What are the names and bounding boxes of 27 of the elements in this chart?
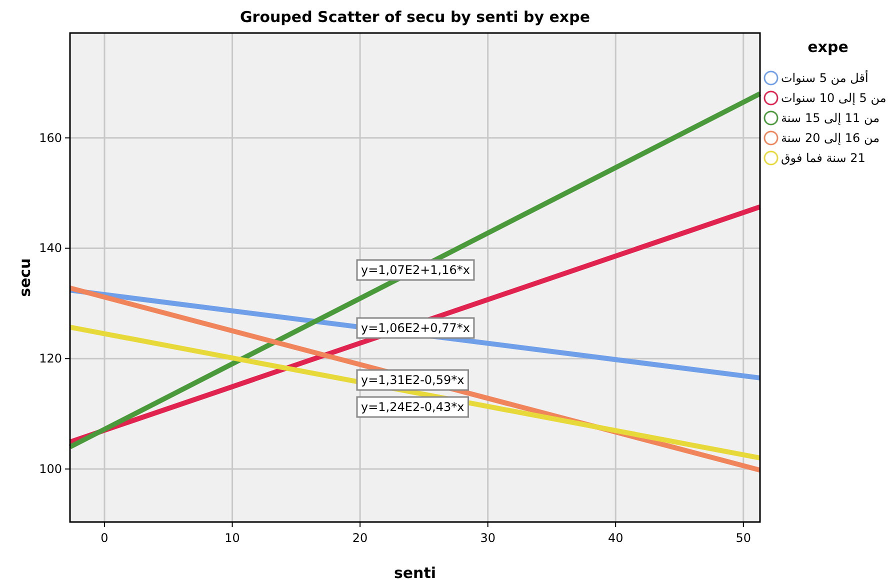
annotation: y=1,24E2-0,43*x [361,400,464,414]
y-tick-label: 120 [39,352,62,366]
legend-label: 21 سنة فما فوق [781,151,866,165]
legend-label: من 5 إلى 10 سنوات [781,91,886,105]
x-tick-label: 40 [608,531,624,545]
annotation: y=1,07E2+1,16*x [361,263,470,277]
legend-title: expe [808,38,848,56]
x-tick-label: 10 [224,531,240,545]
y-tick-label: 100 [39,462,62,476]
y-axis-title: secu [16,258,34,297]
legend-label: من 16 إلى 20 سنة [781,131,880,145]
annotation: y=1,31E2-0,59*x [356,369,469,391]
x-tick-label: 20 [352,531,368,545]
y-tick-label: 160 [39,130,62,145]
x-tick-label: 30 [480,531,496,545]
y-tick-label: 140 [39,241,62,256]
annotation: y=1,31E2-0,59*x [361,373,464,387]
annotation: y=1,06E2+0,77*x [356,317,475,339]
annotation: y=1,06E2+0,77*x [361,321,470,335]
legend-label: من 11 إلى 15 سنة [781,111,880,125]
x-tick-label: 50 [736,531,752,545]
legend-label: أقل من 5 سنوات [781,70,868,85]
annotation: y=1,07E2+1,16*x [356,259,475,281]
x-tick-label: 0 [100,531,108,545]
chart-title: Grouped Scatter of secu by senti by expe [240,8,590,26]
x-axis-title: senti [394,564,436,582]
annotation: y=1,24E2-0,43*x [356,396,469,418]
